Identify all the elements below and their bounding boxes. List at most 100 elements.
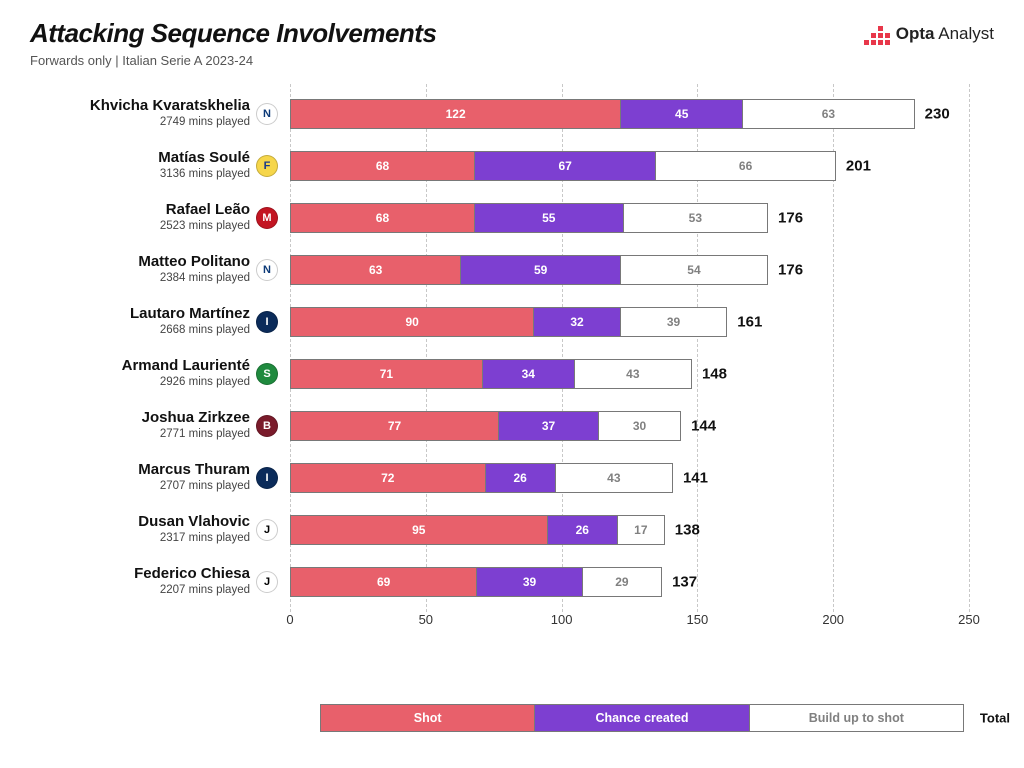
player-mins: 2926 mins played [30,376,250,390]
x-tick: 200 [822,612,844,627]
player-name: Matteo Politano [30,254,250,271]
segment-value: 37 [542,419,555,433]
club-badge-icon: B [256,415,278,437]
bar-segment-buildup: 66 [656,152,835,180]
player-label: Khvicha Kvaratskhelia2749 mins played [30,88,250,140]
x-tick: 0 [286,612,293,627]
segment-value: 39 [523,575,536,589]
bar-segment-shot: 95 [291,516,548,544]
stacked-bar: 68 55 53 [290,203,768,233]
club-badge-icon: J [256,571,278,593]
legend-box: ShotChance createdBuild up to shot [320,704,964,732]
opta-logo-icon [864,22,890,46]
segment-value: 69 [377,575,390,589]
total-value: 176 [778,210,803,227]
player-name: Marcus Thuram [30,462,250,479]
player-row: Federico Chiesa2207 mins playedJ69392913… [290,556,969,608]
total-value: 137 [672,574,697,591]
stacked-bar: 72 2643 [290,463,673,493]
segment-value: 43 [626,367,639,381]
player-label: Dusan Vlahovic2317 mins played [30,504,250,556]
player-name: Federico Chiesa [30,566,250,583]
player-row: Dusan Vlahovic2317 mins playedJ952617138 [290,504,969,556]
bar-segment-chance: 34 [483,360,575,388]
segment-value: 77 [388,419,401,433]
bar-segment-chance: 39 [477,568,582,596]
brand-logo: Opta Analyst [864,22,994,46]
player-name: Matías Soulé [30,150,250,167]
total-value: 144 [691,418,716,435]
club-badge-icon: I [256,311,278,333]
bar-segment-chance: 32 [534,308,621,336]
plot-area: 050100150200250 Khvicha Kvaratskhelia274… [290,88,969,608]
stacked-bar: 9526 17 [290,515,665,545]
stacked-bar: 68 67 66 [290,151,836,181]
total-value: 230 [925,106,950,123]
player-label: Federico Chiesa2207 mins played [30,556,250,608]
legend-total-label: Total [980,711,1010,726]
player-label: Armand Laurienté2926 mins played [30,348,250,400]
player-row: Matías Soulé3136 mins playedF686766201 [290,140,969,192]
segment-value: 54 [687,263,700,277]
chart-container: Attacking Sequence Involvements Forwards… [0,0,1024,768]
segment-value: 59 [534,263,547,277]
segment-value: 32 [570,315,583,329]
stacked-bar: 90 32 39 [290,307,727,337]
bar-segment-buildup: 30 [599,412,680,440]
bar-segment-buildup: 53 [624,204,767,232]
x-tick: 50 [419,612,433,627]
segment-value: 66 [739,159,752,173]
bar-segment-chance: 26 [486,464,556,492]
bar-segment-buildup: 39 [621,308,726,336]
player-label: Lautaro Martínez2668 mins played [30,296,250,348]
segment-value: 72 [381,471,394,485]
segment-value: 39 [667,315,680,329]
bar-segment-buildup: 17 [618,516,664,544]
brand-text-light: Analyst [938,24,994,43]
total-value: 141 [683,470,708,487]
club-badge-icon: J [256,519,278,541]
x-tick: 250 [958,612,980,627]
bar-segment-chance: 67 [475,152,656,180]
player-label: Joshua Zirkzee2771 mins played [30,400,250,452]
player-row: Armand Laurienté2926 mins playedS7134431… [290,348,969,400]
segment-value: 63 [822,107,835,121]
player-label: Rafael Leão2523 mins played [30,192,250,244]
club-badge-icon: M [256,207,278,229]
segment-value: 71 [380,367,393,381]
legend-segment-chance: Chance created [535,705,749,731]
player-name: Dusan Vlahovic [30,514,250,531]
player-mins: 3136 mins played [30,168,250,182]
segment-value: 55 [542,211,555,225]
bar-segment-shot: 68 [291,204,475,232]
player-mins: 2207 mins played [30,584,250,598]
segment-value: 67 [558,159,571,173]
segment-value: 53 [689,211,702,225]
segment-value: 17 [634,523,647,537]
bar-segment-chance: 37 [499,412,599,440]
bar-segment-buildup: 43 [556,464,672,492]
segment-value: 30 [633,419,646,433]
header: Attacking Sequence Involvements Forwards… [30,18,994,78]
bar-segment-buildup: 29 [583,568,661,596]
player-name: Lautaro Martínez [30,306,250,323]
player-label: Matteo Politano2384 mins played [30,244,250,296]
segment-value: 29 [615,575,628,589]
stacked-bar: 63 59 54 [290,255,768,285]
segment-value: 34 [522,367,535,381]
club-badge-icon: S [256,363,278,385]
bar-segment-buildup: 63 [743,100,914,128]
club-badge-icon: F [256,155,278,177]
segment-value: 63 [369,263,382,277]
segment-value: 122 [446,107,466,121]
stacked-bar: 77 37 30 [290,411,681,441]
x-tick: 150 [687,612,709,627]
bar-segment-chance: 26 [548,516,618,544]
segment-value: 90 [405,315,418,329]
bar-segment-shot: 63 [291,256,461,284]
player-mins: 2749 mins played [30,116,250,130]
bar-segment-shot: 68 [291,152,475,180]
player-mins: 2523 mins played [30,220,250,234]
chart-area: 050100150200250 Khvicha Kvaratskhelia274… [30,88,994,643]
club-badge-icon: N [256,259,278,281]
